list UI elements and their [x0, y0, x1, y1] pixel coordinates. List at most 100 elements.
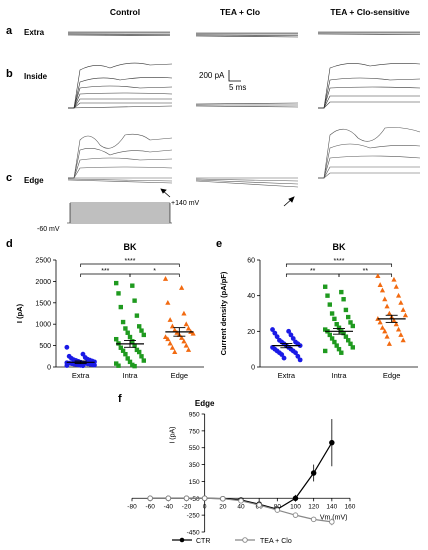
data-point: [339, 350, 344, 355]
data-point: [116, 291, 121, 296]
data-point: [64, 363, 70, 368]
data-point: [391, 317, 397, 323]
panel-b-letter: b: [6, 68, 13, 80]
chart-e-bk-density: BK 0 20 40 60 Current density (pA/pF) Extra Int…: [219, 242, 418, 380]
data-point: [375, 273, 381, 279]
data-point: [341, 330, 346, 336]
data-point: [130, 362, 135, 368]
data-point: [400, 307, 406, 312]
data-point: [279, 352, 285, 357]
row-label-inside: Inside: [24, 72, 48, 81]
data-point: [325, 293, 330, 298]
data-point: [292, 512, 299, 518]
protocol-bottom-label: -60 mV: [37, 226, 60, 233]
data-point: [336, 325, 342, 330]
y-tick-label: 0: [251, 365, 255, 372]
significance-label: ***: [101, 268, 109, 275]
significance-label: **: [310, 268, 316, 275]
data-point: [323, 327, 328, 332]
data-point: [162, 276, 169, 281]
data-point: [292, 495, 299, 502]
data-point: [80, 351, 86, 357]
x-tick-label: 120: [308, 503, 319, 510]
data-point: [118, 345, 123, 350]
significance-label: ****: [125, 258, 136, 265]
category-label: Edge: [171, 371, 189, 380]
data-point: [400, 337, 406, 343]
data-point: [179, 285, 185, 290]
significance-label: ****: [334, 258, 345, 265]
data-point: [130, 339, 135, 344]
data-point: [329, 336, 335, 341]
protocol-top-label: +140 mV: [171, 200, 200, 207]
data-point: [169, 323, 176, 329]
scalebar-current-label: 200 pA: [199, 71, 225, 80]
data-point: [274, 507, 281, 513]
data-point: [393, 283, 399, 289]
data-point: [310, 516, 317, 523]
data-point: [114, 336, 119, 342]
data-point: [386, 341, 392, 346]
data-point: [327, 332, 332, 338]
y-tick-label: 2500: [35, 258, 51, 265]
data-point: [167, 317, 173, 322]
column-header-tea-clo-sensitive: TEA + Clo-sensitive: [330, 7, 410, 17]
category-label: Intra: [122, 371, 138, 380]
category-label: Intra: [331, 371, 347, 380]
data-point: [332, 339, 337, 345]
data-point: [290, 336, 296, 341]
data-point: [123, 326, 128, 331]
y-tick-label: 1000: [35, 322, 51, 329]
y-tick-label: 20: [247, 329, 255, 336]
y-tick-label: 0: [47, 365, 51, 372]
data-point: [346, 314, 351, 320]
chart-f-edge-iv: Edge -450 -250 -50 150 350 550 750 950 -80 -60 -40 -…: [127, 399, 356, 545]
data-point: [147, 495, 153, 502]
data-point: [398, 300, 404, 305]
data-point: [339, 289, 344, 295]
data-point: [334, 322, 339, 327]
data-point: [169, 344, 176, 350]
data-point: [201, 495, 208, 502]
data-point: [80, 363, 86, 369]
y-tick-label: -450: [187, 530, 200, 537]
legend-label: TEA + Clo: [260, 538, 292, 545]
data-point: [323, 348, 328, 354]
data-point: [379, 287, 386, 293]
data-point: [395, 326, 402, 332]
data-point: [332, 316, 337, 322]
data-point: [116, 363, 121, 368]
data-point: [379, 324, 386, 330]
panel-e-letter: e: [216, 238, 223, 250]
data-point: [137, 324, 142, 329]
row-label-extra: Extra: [24, 28, 45, 37]
arrow-icon: [160, 188, 171, 198]
significance-bracket: [129, 273, 180, 277]
row-label-edge: Edge: [24, 176, 44, 185]
y-tick-label: 550: [189, 445, 200, 452]
x-tick-label: 40: [237, 503, 245, 510]
scalebar-time-label: 5 ms: [229, 83, 246, 92]
data-point: [310, 470, 317, 476]
data-point: [402, 312, 409, 318]
scalebar: [228, 70, 241, 82]
data-point: [382, 328, 388, 334]
y-axis-label: I (pA): [15, 303, 24, 323]
data-point: [395, 292, 402, 298]
y-tick-label: 950: [189, 412, 200, 419]
y-tick-label: 350: [189, 462, 200, 469]
data-point: [281, 355, 287, 361]
data-point: [329, 519, 335, 525]
x-tick-label: 0: [203, 503, 207, 510]
data-point: [181, 310, 187, 316]
data-point: [141, 332, 146, 338]
y-tick-label: 40: [247, 293, 255, 300]
traces-inside-control: [67, 62, 173, 109]
data-point: [132, 363, 137, 369]
data-point: [329, 439, 335, 446]
data-point: [377, 319, 383, 325]
data-point: [123, 351, 128, 357]
significance-bracket: [80, 263, 180, 267]
data-point: [295, 353, 301, 359]
x-tick-label: -40: [164, 503, 174, 510]
